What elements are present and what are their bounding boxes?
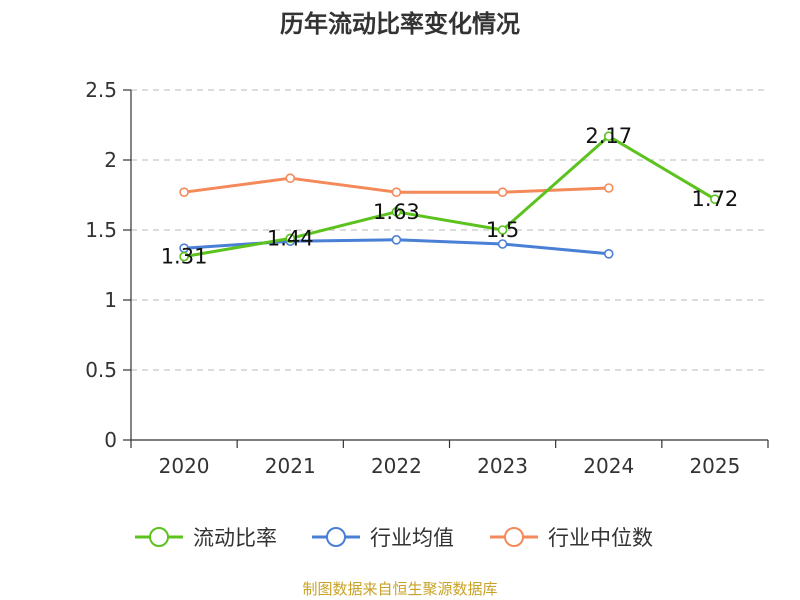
data-point — [497, 225, 508, 235]
series-lines — [179, 131, 720, 262]
data-label: 1.31 — [161, 245, 208, 269]
data-point — [497, 239, 508, 249]
data-label: 1.63 — [373, 200, 420, 224]
data-point — [391, 207, 402, 217]
data-point — [391, 235, 402, 245]
legend-marker — [149, 527, 169, 547]
data-point — [603, 249, 614, 259]
x-tick-label: 2025 — [689, 454, 740, 478]
y-tick-label: 1 — [104, 288, 117, 312]
x-tick-label: 2023 — [477, 454, 528, 478]
chart-title: 历年流动比率变化情况 — [280, 10, 520, 38]
legend-marker — [504, 527, 524, 547]
data-point — [710, 194, 720, 204]
data-point — [603, 131, 614, 141]
data-label: 1.5 — [486, 218, 519, 242]
data-label: 1.44 — [267, 226, 314, 250]
legend-marker — [326, 527, 346, 547]
x-tick-label: 2021 — [265, 454, 316, 478]
data-point — [285, 233, 296, 244]
data-point — [179, 251, 189, 262]
source-note: 制图数据来自恒生聚源数据库 — [302, 580, 498, 598]
axes: 0 0.5 1 1.5 2 2.5 2020 2021 2022 2023 2024 2025 — [85, 78, 769, 478]
legend-label: 行业均值 — [370, 526, 454, 550]
legend-label: 行业中位数 — [548, 526, 653, 550]
data-point — [497, 187, 508, 197]
grid-lines — [131, 89, 768, 371]
data-point — [179, 187, 189, 197]
data-label: 1.72 — [692, 187, 739, 211]
y-tick-label: 1.5 — [85, 218, 117, 242]
data-point — [285, 173, 296, 183]
data-label: 2.17 — [585, 124, 632, 148]
series-line — [183, 134, 716, 259]
data-point — [603, 183, 614, 193]
legend: 流动比率 行业均值 行业中位数 — [135, 526, 653, 550]
y-tick-label: 0 — [104, 428, 117, 452]
data-labels: 1.31 1.44 1.63 1.5 2.17 1.72 — [161, 124, 739, 268]
x-tick-label: 2024 — [583, 454, 634, 478]
y-tick-label: 2.5 — [85, 78, 117, 102]
y-tick-label: 0.5 — [85, 358, 117, 382]
data-point — [391, 187, 402, 197]
legend-label: 流动比率 — [193, 526, 277, 550]
y-tick-label: 2 — [104, 148, 117, 172]
x-tick-label: 2022 — [371, 454, 422, 478]
x-tick-label: 2020 — [159, 454, 210, 478]
